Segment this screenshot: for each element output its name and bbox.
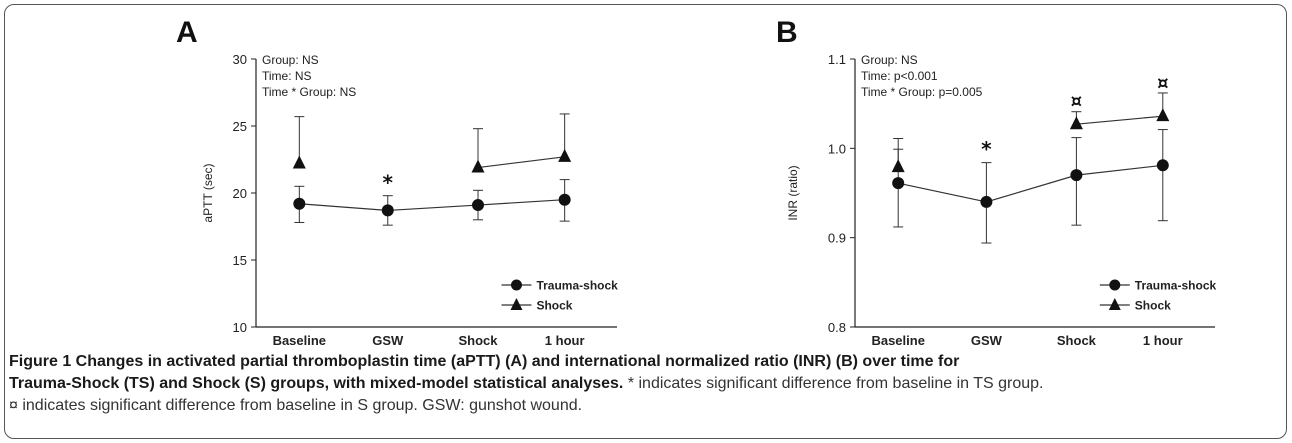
data-point-circle (1070, 169, 1083, 182)
series-line (986, 174, 1077, 203)
caption-note-s: ¤ indicates significant difference from … (9, 397, 583, 414)
legend-label: Shock (536, 299, 572, 313)
significance-mark: * (383, 171, 394, 195)
significance-mark: ¤ (1071, 91, 1082, 112)
legend-label: Trauma-shock (1135, 279, 1217, 293)
y-axis-label: aPTT (sec) (201, 163, 215, 222)
significance-mark: * (981, 137, 992, 161)
y-tick-label: 0.8 (828, 320, 846, 335)
legend-marker-circle (510, 279, 522, 291)
legend-label: Trauma-shock (536, 279, 618, 293)
x-tick-label: Shock (1057, 333, 1097, 348)
data-point-circle (381, 204, 394, 217)
data-point-triangle (1069, 116, 1083, 130)
data-point-triangle (292, 155, 306, 169)
stats-line: Group: NS (262, 53, 319, 67)
data-point-triangle (1156, 108, 1170, 122)
x-tick-label: 1 hour (1143, 333, 1183, 348)
panel-b: B 0.8 0.9 1.0 1.1 INR (ratio) Baseline GSW Shock… (776, 16, 1216, 348)
y-tick-label: 1.0 (828, 141, 846, 156)
caption-note-ts: * indicates significant difference from … (627, 375, 1044, 392)
data-point-triangle (891, 159, 905, 173)
data-point-triangle (558, 148, 572, 162)
series-line (1076, 115, 1163, 125)
legend-label: Shock (1135, 299, 1171, 313)
data-point-circle (293, 197, 306, 210)
stats-line: Time: NS (262, 69, 312, 83)
data-point-triangle (471, 159, 485, 173)
x-tick-label: 1 hour (545, 333, 585, 348)
legend-marker-triangle (510, 298, 523, 310)
series-line (477, 156, 565, 169)
caption-bold-part2: Trauma-Shock (TS) and Shock (S) groups, … (9, 375, 628, 392)
y-tick-label: 1.1 (828, 52, 846, 67)
significance-mark: ¤ (1157, 73, 1168, 94)
series-line (299, 203, 388, 212)
x-tick-label: Baseline (871, 333, 924, 348)
legend-marker-triangle (1108, 298, 1121, 310)
y-tick-label: 15 (233, 253, 247, 268)
series-line (1076, 164, 1163, 176)
y-tick-label: 30 (233, 52, 247, 67)
y-tick-label: 10 (233, 320, 247, 335)
series-line (898, 182, 987, 203)
x-tick-label: Shock (459, 333, 499, 348)
x-tick-label: GSW (971, 333, 1003, 348)
stats-line: Time * Group: NS (262, 85, 356, 99)
x-tick-label: GSW (372, 333, 404, 348)
figure-panels: A 10 15 20 25 30 aPTT (sec) Baseline GSW Shock 1 h… (176, 16, 1216, 348)
y-tick-label: 25 (233, 119, 247, 134)
legend-marker-circle (1109, 279, 1121, 291)
stats-line: Time: p<0.001 (861, 69, 938, 83)
y-tick-label: 20 (233, 186, 247, 201)
x-tick-label: Baseline (273, 333, 326, 348)
caption-bold-part1: Figure 1 Changes in activated partial th… (9, 353, 960, 370)
stats-line: Group: NS (861, 53, 918, 67)
figure-caption: Figure 1 Changes in activated partial th… (9, 351, 1279, 417)
y-axis-label: INR (ratio) (786, 165, 800, 220)
stats-line: Time * Group: p=0.005 (861, 85, 983, 99)
series-line (387, 204, 479, 212)
data-point-circle (472, 199, 485, 212)
panel-label: A (176, 16, 198, 49)
data-point-circle (1156, 159, 1169, 172)
series-line (477, 199, 565, 206)
panel-label: B (776, 16, 798, 49)
y-tick-label: 0.9 (828, 231, 846, 246)
panel-a: A 10 15 20 25 30 aPTT (sec) Baseline GSW Shock 1 h… (176, 16, 618, 348)
data-point-circle (980, 195, 993, 208)
figure-frame (4, 4, 1287, 439)
data-point-circle (892, 177, 905, 190)
data-point-circle (558, 193, 571, 206)
